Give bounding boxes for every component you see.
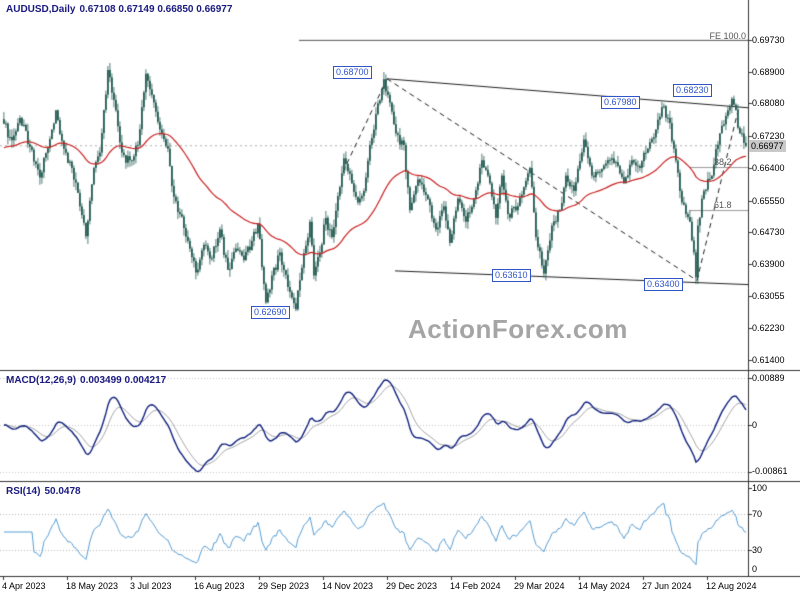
price-tick-label: 0.67230 xyxy=(752,131,785,142)
macd-tick-label: 0 xyxy=(752,420,758,430)
price-annotation: 0.68230 xyxy=(673,84,712,97)
rsi-title: RSI(14) 50.0478 xyxy=(6,486,85,497)
price-annotation: 0.67980 xyxy=(601,96,640,109)
rsi-indicator-name: RSI(14) xyxy=(6,486,41,497)
date-label: 29 Mar 2024 xyxy=(514,581,565,591)
fib-level-label: 61.8 xyxy=(714,199,732,210)
symbol-name: AUDUSD,Daily xyxy=(6,4,76,15)
macd-values: 0.003499 0.004217 xyxy=(80,375,167,386)
date-label: 14 Feb 2024 xyxy=(450,581,501,591)
price-axis: 0.69730 0.68900 0.68080 0.67230 0.66400 0.655… xyxy=(749,0,800,600)
price-tick-label: 0.61400 xyxy=(752,355,785,365)
price-annotation: 0.62690 xyxy=(251,306,290,319)
date-label: 14 Nov 2023 xyxy=(322,581,374,591)
price-tick-label: 0.62230 xyxy=(752,323,785,334)
rsi-value: 50.0478 xyxy=(44,486,81,497)
date-label: 27 Jun 2024 xyxy=(642,581,692,591)
date-label: 14 May 2024 xyxy=(578,581,631,591)
symbol-title: AUDUSD,Daily 0.67108 0.67149 0.66850 0.66… xyxy=(6,4,236,15)
annotations-layer: 0.68700 0.67980 0.68230 0.63610 0.63400 0.626… xyxy=(251,66,732,319)
fib-level-label: 38.2 xyxy=(714,156,732,167)
price-tick-label: 0.68080 xyxy=(752,98,785,109)
rsi-tick-label: 30 xyxy=(752,545,763,555)
current-price-badge: 0.66977 xyxy=(749,139,786,152)
price-annotation: 0.63400 xyxy=(644,278,683,291)
rsi-tick-label: 100 xyxy=(752,483,768,493)
macd-indicator-name: MACD(12,26,9) xyxy=(6,375,77,386)
date-label: 3 Jul 2023 xyxy=(130,581,172,591)
price-tick-label: 0.63900 xyxy=(752,258,785,269)
price-annotation: 0.63610 xyxy=(492,269,531,282)
fe-extension-label: FE 100.0 xyxy=(709,31,746,41)
price-tick-label: 0.63055 xyxy=(752,291,785,302)
watermark: ActionForex.com xyxy=(408,314,628,344)
price-tick-label: 0.68900 xyxy=(752,66,785,77)
date-label: 4 Apr 2023 xyxy=(2,581,46,591)
date-label: 29 Dec 2023 xyxy=(386,581,438,591)
macd-tick-label: -0.00861 xyxy=(752,466,788,476)
date-label: 18 May 2023 xyxy=(66,581,119,591)
macd-tick-label: 0.00889 xyxy=(752,373,785,383)
price-annotation: 0.68700 xyxy=(333,66,372,79)
rsi-tick-label: 70 xyxy=(752,509,763,519)
date-label: 16 Aug 2023 xyxy=(194,581,245,591)
price-tick-label: 0.64730 xyxy=(752,227,785,238)
price-tick-label: 0.66400 xyxy=(752,162,785,173)
date-label: 29 Sep 2023 xyxy=(258,581,310,591)
price-tick-label: 0.65550 xyxy=(752,195,785,206)
macd-title: MACD(12,26,9) 0.003499 0.004217 xyxy=(6,375,170,386)
ohlc-quote: 0.67108 0.67149 0.66850 0.66977 xyxy=(79,4,233,15)
rsi-tick-label: 0 xyxy=(752,564,758,574)
date-label: 12 Aug 2024 xyxy=(706,581,757,591)
price-tick-label: 0.69730 xyxy=(752,35,785,45)
